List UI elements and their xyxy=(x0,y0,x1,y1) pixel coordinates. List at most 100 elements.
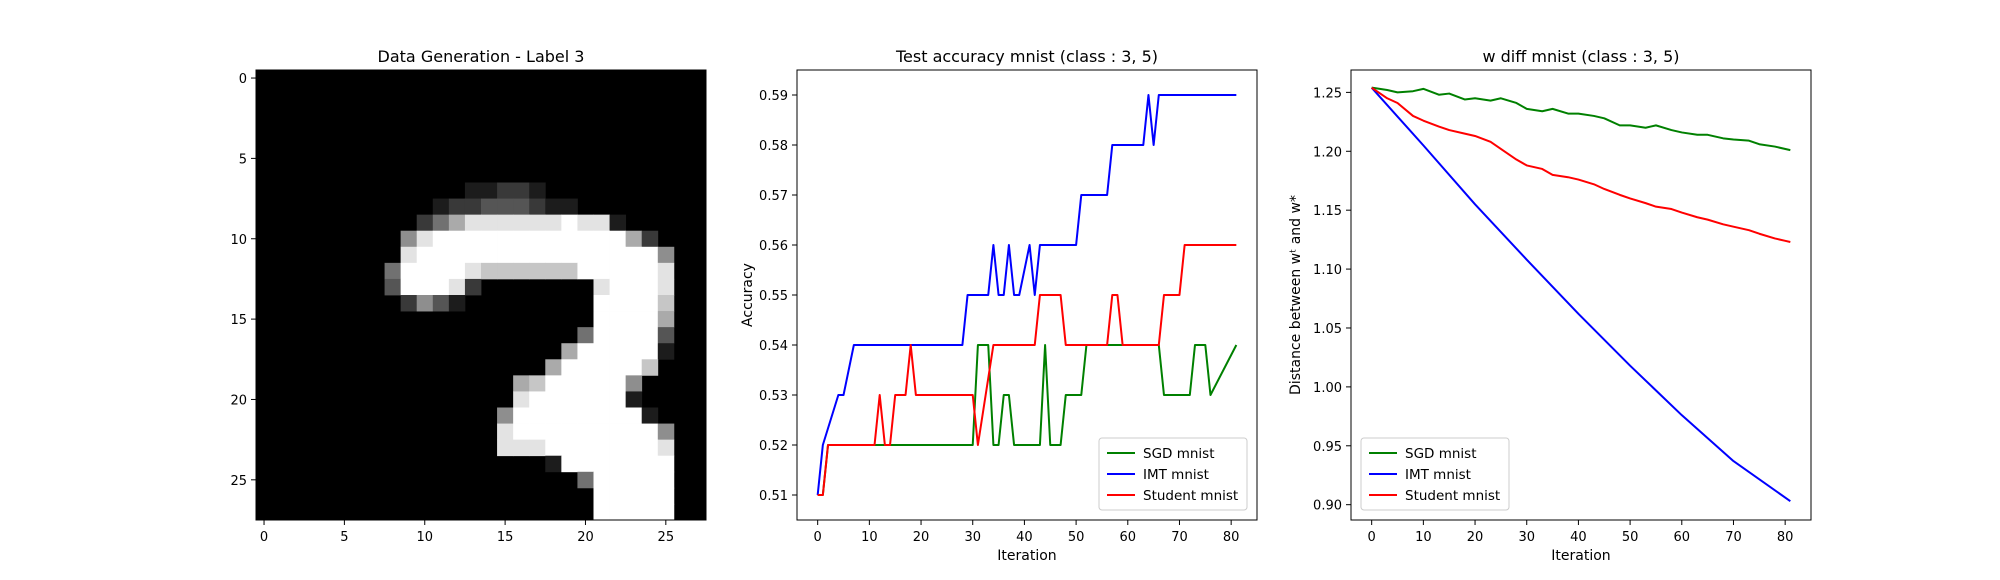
image-xtick-label: 0 xyxy=(260,530,268,545)
accuracy-xtick-label: 40 xyxy=(1016,530,1033,545)
image-pixel xyxy=(416,230,434,248)
accuracy-series-line-0 xyxy=(817,344,1238,496)
image-pixel xyxy=(561,375,578,392)
accuracy-xtick-label: 10 xyxy=(861,530,878,545)
image-pixel xyxy=(609,391,627,408)
accuracy-series-lines xyxy=(816,94,1238,496)
accuracy-ytick-label: 0.55 xyxy=(759,289,788,304)
wdiff-xtick-label: 50 xyxy=(1622,530,1639,545)
accuracy-ytick-label: 0.53 xyxy=(759,389,788,404)
accuracy-xtick-label: 50 xyxy=(1068,530,1085,545)
image-pixel xyxy=(609,503,627,521)
image-pixel xyxy=(609,375,627,392)
wdiff-series-line-0 xyxy=(1371,86,1791,152)
image-pixel xyxy=(416,246,434,264)
accuracy-yticks: 0.51 0.52 0.53 0.54 0.55 0.56 0.57 0.58 0.59 xyxy=(759,89,797,504)
wdiff-ytick-label: 1.10 xyxy=(1313,263,1342,278)
image-pixel xyxy=(448,278,466,296)
image-ytick-label: 20 xyxy=(230,393,247,408)
accuracy-xlabel: Iteration xyxy=(997,548,1056,564)
image-pixel xyxy=(464,214,482,232)
image-pixel xyxy=(448,246,466,264)
accuracy-xtick-label: 30 xyxy=(964,530,981,545)
image-pixel xyxy=(625,375,643,392)
image-pixel xyxy=(529,391,546,408)
image-pixel xyxy=(513,246,530,264)
image-pixel xyxy=(529,214,546,232)
image-pixel xyxy=(609,230,627,248)
image-pixel xyxy=(593,311,610,328)
image-pixel xyxy=(641,278,659,296)
accuracy-ytick-label: 0.52 xyxy=(759,439,788,454)
image-pixel xyxy=(432,198,450,216)
image-pixel xyxy=(609,343,627,360)
image-pixel xyxy=(561,359,578,376)
image-pixel xyxy=(609,262,627,280)
image-pixel xyxy=(625,230,643,248)
image-pixel xyxy=(561,230,578,248)
accuracy-xtick-label: 80 xyxy=(1223,530,1240,545)
image-pixel xyxy=(545,439,562,457)
image-pixel xyxy=(577,246,594,264)
image-pixels xyxy=(256,70,706,521)
image-pixel xyxy=(497,262,514,280)
image-pixel xyxy=(416,278,434,296)
image-pixel xyxy=(641,359,659,376)
image-pixel xyxy=(464,182,482,199)
image-pixel xyxy=(432,262,450,280)
image-pixel xyxy=(593,327,610,344)
image-pixel xyxy=(625,311,643,328)
image-pixel xyxy=(529,230,546,248)
image-pixel xyxy=(625,278,643,296)
image-pixel xyxy=(416,214,434,232)
image-pixel xyxy=(657,327,675,344)
image-pixel xyxy=(625,327,643,344)
image-pixel xyxy=(577,230,594,248)
image-pixel xyxy=(497,246,514,264)
image-pixel xyxy=(609,278,627,296)
image-pixel xyxy=(400,278,418,296)
image-pixel xyxy=(497,439,514,457)
image-pixel xyxy=(593,439,610,457)
image-pixel xyxy=(577,327,594,344)
image-pixel xyxy=(641,295,659,312)
image-pixel xyxy=(400,246,418,264)
image-pixel xyxy=(657,246,675,264)
image-yticks: 0 5 10 15 20 25 xyxy=(230,72,256,489)
image-pixel xyxy=(609,246,627,264)
wdiff-ytick-label: 1.00 xyxy=(1313,381,1342,396)
image-pixel xyxy=(593,246,610,264)
accuracy-ylabel: Accuracy xyxy=(740,263,756,327)
image-pixel xyxy=(400,262,418,280)
image-ytick-label: 15 xyxy=(230,313,247,328)
image-pixel xyxy=(577,343,594,360)
image-pixel xyxy=(641,487,659,505)
image-pixel xyxy=(545,375,562,392)
panel-image: Data Generation - Label 3 0 5 10 15 20 25 0 5 1… xyxy=(230,47,707,545)
accuracy-legend: SGD mnist IMT mnist Student mnist xyxy=(1098,437,1248,511)
image-pixel xyxy=(641,230,659,248)
image-pixel xyxy=(577,375,594,392)
image-pixel xyxy=(561,214,578,232)
image-pixel xyxy=(609,311,627,328)
image-pixel xyxy=(641,503,659,521)
wdiff-ytick-label: 0.95 xyxy=(1313,440,1342,455)
image-pixel xyxy=(400,295,418,312)
image-pixel xyxy=(545,214,562,232)
image-pixel xyxy=(625,246,643,264)
image-pixel xyxy=(513,182,530,199)
wdiff-series-line-2 xyxy=(1371,86,1791,243)
image-pixel xyxy=(593,407,610,424)
image-pixel xyxy=(561,262,578,280)
image-pixel xyxy=(641,455,659,473)
image-pixel xyxy=(657,471,675,489)
image-pixel xyxy=(545,262,562,280)
image-pixel xyxy=(593,455,610,473)
image-pixel xyxy=(400,230,418,248)
image-pixel xyxy=(561,198,578,216)
image-ytick-label: 10 xyxy=(230,233,247,248)
image-pixel xyxy=(481,230,498,248)
image-pixel xyxy=(593,230,610,248)
accuracy-ytick-label: 0.51 xyxy=(759,489,788,504)
image-pixel xyxy=(625,503,643,521)
